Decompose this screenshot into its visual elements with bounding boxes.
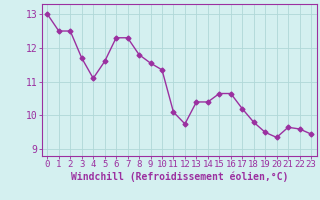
X-axis label: Windchill (Refroidissement éolien,°C): Windchill (Refroidissement éolien,°C) xyxy=(70,172,288,182)
